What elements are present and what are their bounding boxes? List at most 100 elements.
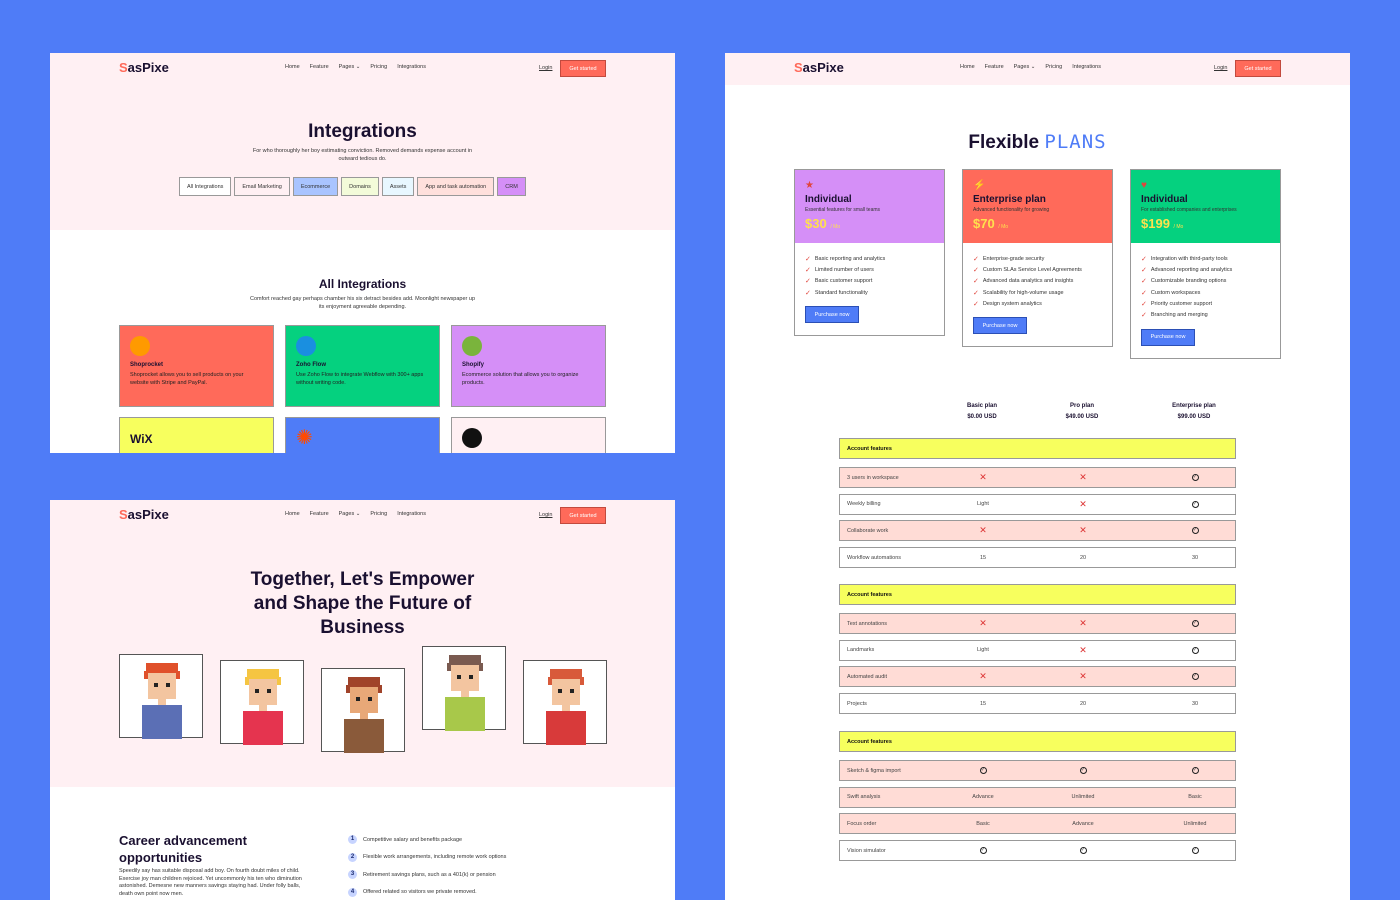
integration-description: Use Zoho Flow to integrate Webflow with …	[296, 372, 424, 386]
cell: ✓	[1155, 646, 1235, 654]
integration-card[interactable]: Zoho Flow Use Zoho Flow to integrate Webf…	[285, 325, 440, 407]
check-circle-icon: ✓	[1191, 500, 1199, 508]
logo-mark: S	[119, 60, 128, 75]
cell: ✕	[1043, 525, 1123, 536]
cell: 15	[979, 554, 987, 561]
integration-card[interactable]: WiX	[119, 417, 274, 453]
nav-link-label: Integrations	[1072, 64, 1101, 70]
nav-link-pricing[interactable]: Pricing	[1045, 64, 1062, 70]
nav-link-pages[interactable]: Pages ⌄	[1014, 64, 1036, 70]
filter-chip[interactable]: Domains	[341, 177, 379, 196]
nav-link-feature[interactable]: Feature	[310, 64, 329, 70]
login-link[interactable]: Login	[1214, 65, 1228, 71]
login-link[interactable]: Login	[539, 65, 553, 71]
integration-card[interactable]: ✺	[285, 417, 440, 453]
filter-chip[interactable]: All Integrations	[179, 177, 232, 196]
nav-link-label: Home	[285, 64, 300, 70]
nav-link-home[interactable]: Home	[285, 511, 300, 517]
navbar: SasPixe Home Feature Pages ⌄ Pricing Integrat…	[725, 53, 1350, 85]
team-member-avatar	[523, 660, 607, 745]
integration-card[interactable]: Shopify Ecommerce solution that allows yo…	[451, 325, 606, 407]
nav-links: Home Feature Pages ⌄ Pricing Integrations	[285, 64, 426, 70]
plan-subtitle: Advanced functionality for growing	[973, 207, 1050, 213]
cross-icon: ✕	[1079, 644, 1087, 655]
nav-link-label: Integrations	[397, 64, 426, 70]
check-icon: ✓	[1141, 289, 1147, 297]
nav-link-pages[interactable]: Pages ⌄	[339, 64, 361, 70]
nav-link-label: Feature	[309, 511, 329, 517]
cell: 20	[1079, 554, 1087, 561]
logo[interactable]: SasPixe	[119, 507, 169, 522]
feature-item: ✓ Advanced reporting and analytics	[1141, 264, 1270, 275]
feature-text: Custom SLAs Service Level Agreements	[982, 266, 1082, 273]
integration-description: Shoprocket allows you to sell products o…	[130, 372, 244, 386]
table-row: Collaborate work ✕ ✕ ✓	[839, 520, 1236, 542]
nav-link-pricing[interactable]: Pricing	[370, 64, 387, 70]
filter-chip[interactable]: Email Marketing	[234, 177, 290, 196]
logo[interactable]: SasPixe	[794, 60, 844, 75]
nav-link-home[interactable]: Home	[285, 64, 300, 70]
filter-chip[interactable]: Assets	[381, 177, 415, 196]
cell: ✕	[943, 618, 1023, 629]
plan-header: ★ Individual Essential features for small …	[795, 170, 944, 243]
nav-link-feature[interactable]: Feature	[985, 64, 1004, 70]
logo[interactable]: SasPixe	[119, 60, 169, 75]
get-started-button[interactable]: Get started	[560, 507, 606, 524]
purchase-now-button[interactable]: Purchase now	[805, 306, 859, 324]
feature-label: Collaborate work	[847, 527, 889, 534]
price-period: / Mo	[830, 224, 841, 230]
plan-price: $30 / Mo	[805, 216, 934, 231]
plan-name: Basic plan	[966, 403, 997, 409]
nav-link-integrations[interactable]: Integrations	[397, 64, 426, 70]
check-icon: ✓	[973, 289, 979, 297]
check-circle-icon: ✓	[979, 847, 987, 855]
section-title: Account features	[847, 738, 892, 745]
filter-chip[interactable]: App and task automation	[417, 177, 495, 196]
integration-card[interactable]: Shoprocket Shoprocket allows you to sell …	[119, 325, 274, 407]
price-period: / Mo	[1173, 224, 1184, 230]
cell: ✕	[943, 472, 1023, 483]
get-started-button[interactable]: Get started	[1235, 60, 1281, 77]
integration-card[interactable]	[451, 417, 606, 453]
feature-item: ✓ Branching and merging	[1141, 309, 1270, 320]
feature-text: Branching and merging	[1150, 312, 1208, 319]
shopify-icon	[462, 336, 482, 356]
nav-link-pages[interactable]: Pages ⌄	[339, 511, 361, 517]
nav-link-home[interactable]: Home	[960, 64, 975, 70]
integrations-page-panel: SasPixe Home Feature Pages ⌄ Pricing Integrat…	[50, 53, 675, 453]
cell: ✕	[1043, 671, 1123, 682]
filter-chip[interactable]: CRM	[497, 177, 526, 196]
check-circle-icon: ✓	[979, 767, 987, 774]
feature-item: ✓ Standard functionality	[805, 287, 934, 298]
nav-link-feature[interactable]: Feature	[310, 511, 329, 517]
table-row: Landmarks Light ✕ ✓	[839, 639, 1236, 661]
cell: ✕	[1043, 472, 1123, 483]
benefit-text: Offered related so visitors we private r…	[363, 889, 477, 896]
plan-price: $99.00 USD	[1177, 414, 1211, 420]
purchase-now-button[interactable]: Purchase now	[973, 317, 1027, 335]
plan-name: Enterprise plan	[1172, 403, 1216, 409]
nav-link-label: Pricing	[1045, 64, 1063, 70]
feature-text: Design system analytics	[982, 300, 1042, 307]
feature-label: Swift analysis	[847, 794, 881, 801]
pricing-page-panel: SasPixe Home Feature Pages ⌄ Pricing Integrat…	[725, 53, 1350, 900]
filter-chip[interactable]: Ecommerce	[292, 177, 339, 196]
purchase-now-button[interactable]: Purchase now	[1141, 328, 1195, 346]
table-row: Workflow automations 15 20 30	[839, 547, 1236, 569]
plan-name: Individual	[1141, 194, 1188, 205]
nav-link-pricing[interactable]: Pricing	[370, 511, 387, 517]
plan-subtitle: For established companies and enterprise…	[1141, 207, 1237, 213]
plan-column-header: Pro plan $49.00 USD	[1032, 401, 1132, 423]
plan-price: $199 / Mo	[1141, 216, 1270, 231]
plan-card: ⚡ Enterprise plan Advanced functionality f…	[962, 169, 1113, 348]
feature-label: Sketch & figma import	[847, 767, 901, 774]
nav-link-label: Home	[285, 511, 300, 517]
get-started-button[interactable]: Get started	[560, 60, 606, 77]
nav-link-integrations[interactable]: Integrations	[1072, 64, 1101, 70]
nav-link-label: Pages	[338, 511, 355, 517]
benefit-text: Flexible work arrangements, including re…	[363, 854, 507, 861]
login-link[interactable]: Login	[539, 512, 553, 518]
feature-item: ✓ Priority customer support	[1141, 298, 1270, 309]
nav-link-integrations[interactable]: Integrations	[397, 511, 426, 517]
price-amount: $199	[1141, 216, 1170, 231]
